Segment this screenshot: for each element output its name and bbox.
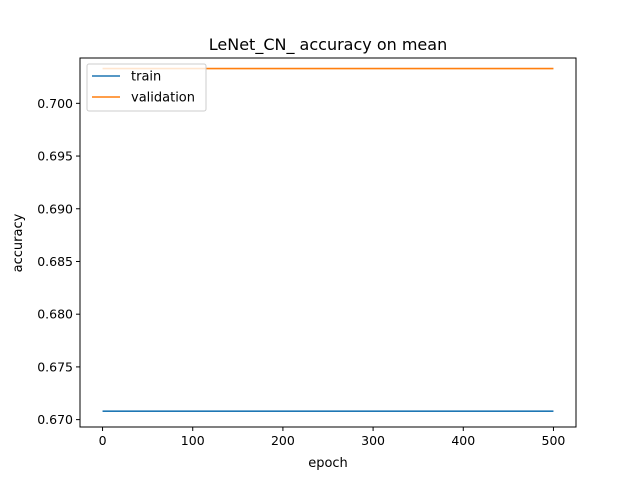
x-tick-label: 300: [361, 433, 385, 448]
x-tick-label: 500: [542, 433, 566, 448]
x-tick-label: 400: [451, 433, 475, 448]
chart-title: LeNet_CN_ accuracy on mean: [209, 35, 447, 55]
x-axis-label: epoch: [308, 456, 348, 471]
x-tick-label: 0: [99, 433, 107, 448]
legend: train validation: [86, 63, 207, 112]
y-tick-label: 0.680: [37, 307, 73, 322]
legend-label-validation: validation: [131, 91, 195, 106]
plot-area: 0 100 200 300 400 500 0.670 0.675 0.680 0.685 0.69…: [37, 57, 577, 448]
y-axis-label: accuracy: [11, 213, 26, 272]
legend-label-train: train: [131, 70, 161, 85]
x-tick-label: 200: [271, 433, 295, 448]
y-tick-label: 0.690: [37, 201, 73, 216]
y-tick-label: 0.670: [37, 412, 73, 427]
y-tick-label: 0.695: [37, 149, 73, 164]
x-tick-label: 100: [181, 433, 205, 448]
axes-frame: [79, 57, 577, 428]
y-tick-label: 0.685: [37, 254, 73, 269]
y-tick-label: 0.700: [37, 96, 73, 111]
y-tick-label: 0.675: [37, 359, 73, 374]
